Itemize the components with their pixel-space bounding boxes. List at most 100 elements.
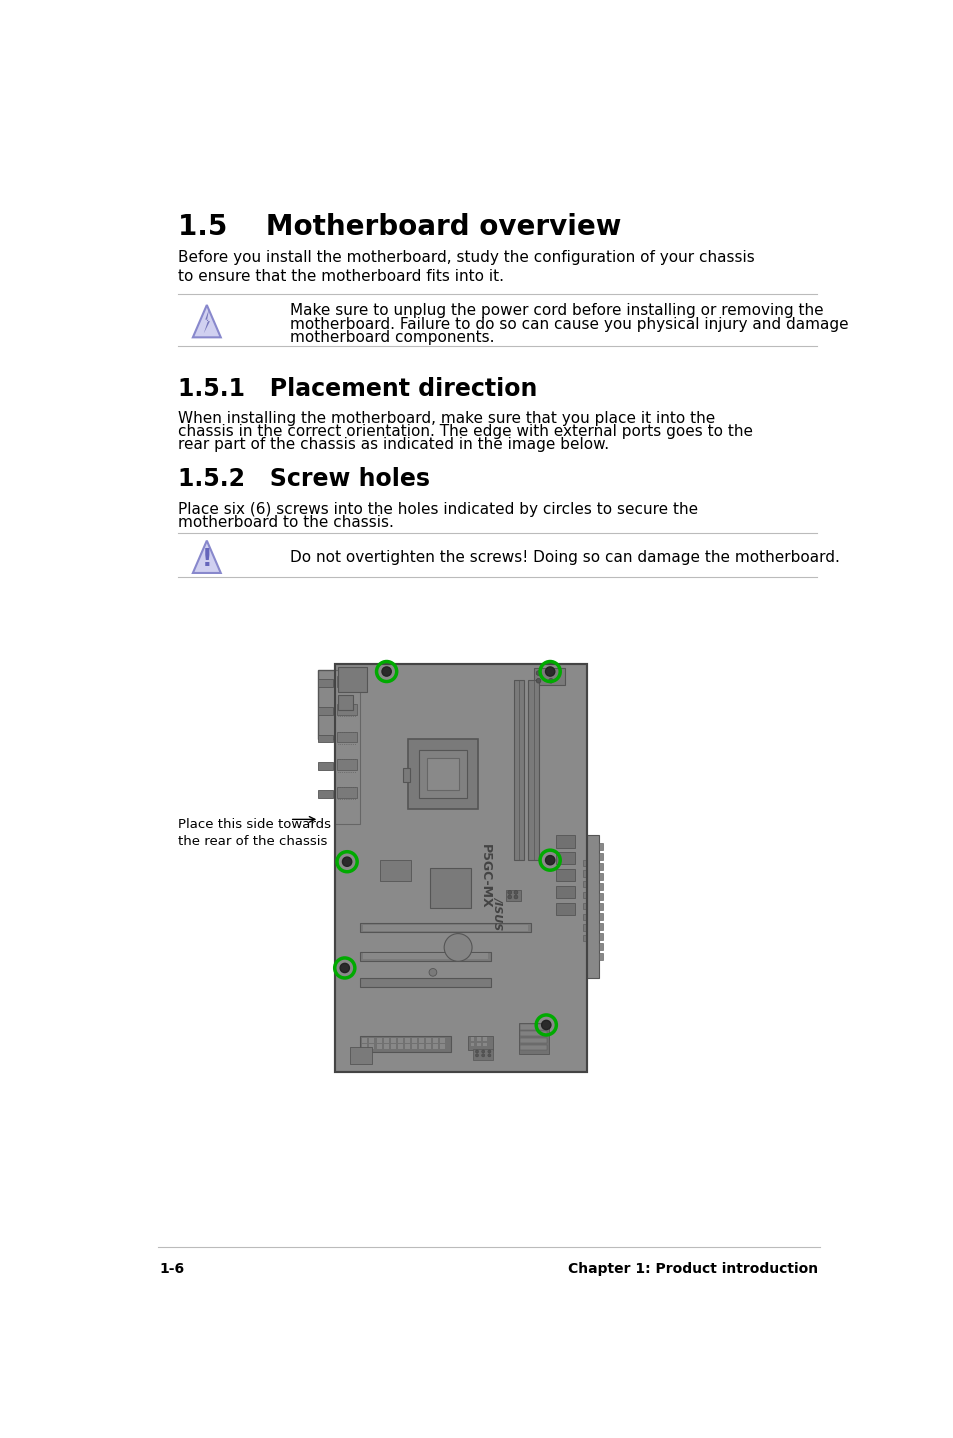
Circle shape [381, 667, 391, 676]
Text: 1.5.1   Placement direction: 1.5.1 Placement direction [178, 377, 537, 401]
Bar [430, 869, 470, 907]
Circle shape [541, 1021, 550, 1030]
Bar [468, 1035, 493, 1050]
Circle shape [340, 963, 349, 972]
Text: motherboard to the chassis.: motherboard to the chassis. [178, 515, 394, 531]
Circle shape [536, 679, 540, 683]
Bar [483, 1043, 487, 1047]
Bar [583, 870, 589, 877]
Bar [418, 749, 467, 798]
Bar [598, 863, 602, 870]
Bar [317, 789, 333, 798]
Bar [404, 1044, 410, 1048]
Text: Make sure to unplug the power cord before installing or removing the: Make sure to unplug the power cord befor… [290, 303, 822, 318]
Bar [337, 695, 353, 710]
Text: 1-6: 1-6 [159, 1263, 185, 1276]
Text: !: ! [201, 546, 212, 571]
Bar [412, 1044, 416, 1048]
Bar [556, 903, 575, 916]
Bar [408, 739, 477, 808]
Bar [556, 886, 575, 899]
Bar [583, 860, 589, 866]
Text: Do not overtighten the screws! Doing so can damage the motherboard.: Do not overtighten the screws! Doing so … [290, 549, 839, 565]
Bar [369, 1038, 375, 1043]
Bar [528, 680, 538, 860]
Bar [359, 952, 491, 961]
Bar [397, 1038, 402, 1043]
Bar [598, 873, 602, 880]
Bar [362, 1044, 367, 1048]
Bar [379, 860, 411, 881]
Circle shape [481, 1054, 484, 1057]
Bar [376, 1038, 381, 1043]
Circle shape [514, 894, 517, 899]
Bar [362, 1038, 367, 1043]
Bar [336, 787, 356, 798]
Bar [583, 925, 589, 930]
Bar [598, 933, 602, 939]
Bar [335, 664, 586, 1071]
Bar [598, 913, 602, 920]
Polygon shape [193, 305, 220, 338]
Bar [556, 835, 575, 847]
Bar [336, 703, 356, 715]
Bar [598, 923, 602, 929]
Bar [317, 762, 333, 771]
Bar [383, 1038, 388, 1043]
Bar [390, 1038, 395, 1043]
Text: 1.5.2   Screw holes: 1.5.2 Screw holes [178, 467, 430, 490]
Bar [317, 670, 335, 739]
Bar [518, 1022, 548, 1054]
Text: 1.5    Motherboard overview: 1.5 Motherboard overview [178, 213, 620, 240]
Bar [513, 680, 524, 860]
Bar [425, 1044, 431, 1048]
Polygon shape [204, 309, 210, 334]
Bar [583, 881, 589, 887]
Bar [397, 1044, 402, 1048]
Bar [519, 1024, 546, 1030]
Circle shape [475, 1054, 478, 1057]
Bar [350, 1047, 371, 1064]
Bar [598, 903, 602, 910]
Bar [362, 925, 528, 930]
Circle shape [548, 679, 553, 683]
Bar [598, 853, 602, 860]
Bar [359, 978, 491, 988]
Circle shape [548, 670, 553, 676]
Bar [583, 935, 589, 942]
Bar [427, 758, 458, 789]
Bar [583, 913, 589, 920]
Bar [473, 1050, 493, 1060]
Bar [317, 735, 333, 742]
Text: Place six (6) screws into the holes indicated by circles to secure the: Place six (6) screws into the holes indi… [178, 502, 698, 518]
Bar [425, 1038, 431, 1043]
Circle shape [487, 1054, 491, 1057]
Circle shape [429, 969, 436, 976]
Bar [476, 1037, 480, 1041]
Text: P5GC-MX: P5GC-MX [478, 844, 492, 909]
Circle shape [444, 933, 472, 962]
Bar [583, 903, 589, 909]
Text: chassis in the correct orientation. The edge with external ports goes to the: chassis in the correct orientation. The … [178, 424, 752, 440]
Bar [598, 943, 602, 949]
Bar [317, 707, 333, 715]
Polygon shape [193, 541, 220, 572]
Bar [336, 676, 356, 687]
Bar [376, 1044, 381, 1048]
Bar [418, 1044, 423, 1048]
Bar [317, 679, 333, 687]
Bar [359, 1037, 450, 1051]
Text: Before you install the motherboard, study the configuration of your chassis
to e: Before you install the motherboard, stud… [178, 250, 754, 285]
Bar [534, 669, 564, 686]
Bar [335, 670, 359, 824]
Bar [439, 1044, 444, 1048]
Circle shape [545, 856, 555, 864]
Bar [519, 1038, 546, 1044]
Circle shape [342, 857, 352, 866]
Bar [359, 923, 531, 932]
Bar [556, 869, 575, 881]
Circle shape [514, 890, 517, 894]
Circle shape [475, 1050, 478, 1053]
Circle shape [481, 1050, 484, 1053]
Bar [519, 1045, 546, 1050]
